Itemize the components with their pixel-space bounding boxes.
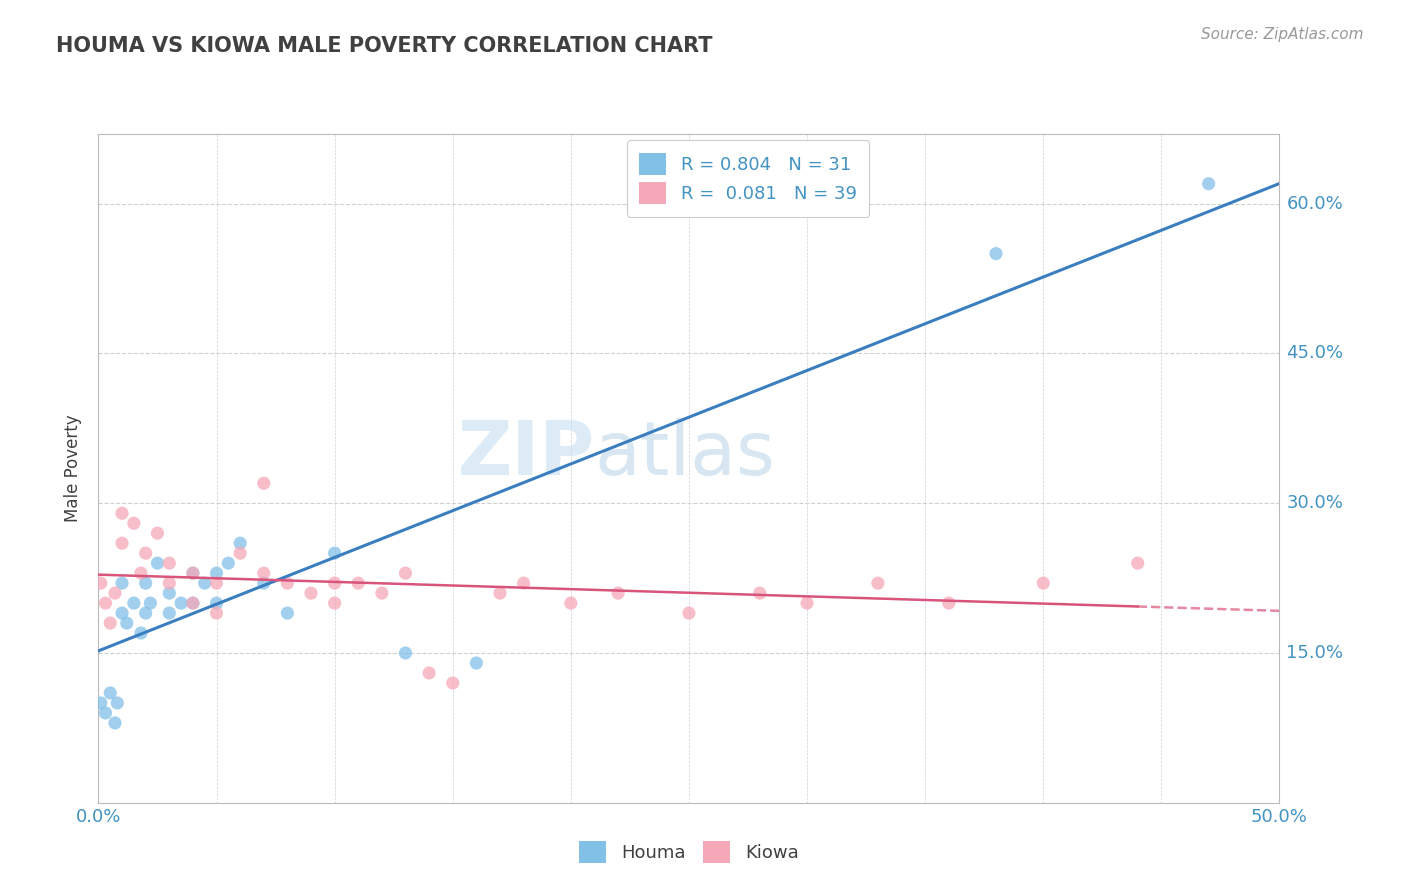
Text: 30.0%: 30.0% bbox=[1286, 494, 1343, 512]
Point bbox=[129, 566, 152, 581]
Point bbox=[129, 626, 152, 640]
Point bbox=[122, 596, 145, 610]
Point bbox=[157, 576, 180, 591]
Point bbox=[115, 616, 138, 631]
Point bbox=[1032, 576, 1054, 591]
Point bbox=[394, 646, 416, 660]
Point bbox=[94, 706, 117, 720]
Point bbox=[181, 566, 204, 581]
Point bbox=[1198, 177, 1220, 191]
Point bbox=[181, 566, 204, 581]
Point bbox=[441, 676, 464, 690]
Point bbox=[194, 576, 217, 591]
Point bbox=[796, 596, 818, 610]
Point bbox=[276, 576, 298, 591]
Point bbox=[748, 586, 770, 600]
Point bbox=[105, 696, 128, 710]
Legend: Houma, Kiowa: Houma, Kiowa bbox=[572, 834, 806, 871]
Point bbox=[465, 656, 488, 670]
Text: 60.0%: 60.0% bbox=[1286, 194, 1343, 212]
Point bbox=[90, 576, 112, 591]
Point bbox=[418, 665, 440, 680]
Point bbox=[111, 576, 134, 591]
Point bbox=[170, 596, 193, 610]
Point bbox=[111, 606, 134, 620]
Text: 45.0%: 45.0% bbox=[1286, 344, 1344, 362]
Point bbox=[253, 566, 276, 581]
Point bbox=[146, 526, 169, 541]
Text: ZIP: ZIP bbox=[457, 418, 595, 491]
Point bbox=[104, 715, 127, 730]
Point bbox=[217, 556, 239, 570]
Point bbox=[90, 696, 112, 710]
Point bbox=[111, 536, 134, 550]
Point bbox=[229, 546, 252, 560]
Point bbox=[157, 606, 180, 620]
Point bbox=[98, 616, 121, 631]
Text: atlas: atlas bbox=[595, 418, 776, 491]
Point bbox=[229, 536, 252, 550]
Point bbox=[866, 576, 889, 591]
Point bbox=[394, 566, 416, 581]
Point bbox=[323, 546, 346, 560]
Point bbox=[205, 596, 228, 610]
Point bbox=[489, 586, 512, 600]
Point bbox=[205, 606, 228, 620]
Text: 15.0%: 15.0% bbox=[1286, 644, 1344, 662]
Point bbox=[135, 576, 157, 591]
Point bbox=[938, 596, 960, 610]
Text: HOUMA VS KIOWA MALE POVERTY CORRELATION CHART: HOUMA VS KIOWA MALE POVERTY CORRELATION … bbox=[56, 36, 713, 55]
Point bbox=[146, 556, 169, 570]
Point bbox=[135, 606, 157, 620]
Point bbox=[347, 576, 370, 591]
Point bbox=[181, 596, 204, 610]
Point bbox=[276, 606, 298, 620]
Point bbox=[135, 546, 157, 560]
Point bbox=[253, 576, 276, 591]
Point bbox=[1126, 556, 1149, 570]
Y-axis label: Male Poverty: Male Poverty bbox=[65, 415, 83, 522]
Point bbox=[139, 596, 162, 610]
Point bbox=[157, 556, 180, 570]
Point bbox=[253, 476, 276, 491]
Point bbox=[607, 586, 630, 600]
Point bbox=[560, 596, 582, 610]
Point bbox=[98, 686, 121, 700]
Point bbox=[104, 586, 127, 600]
Point bbox=[678, 606, 700, 620]
Point bbox=[512, 576, 534, 591]
Point bbox=[205, 576, 228, 591]
Point bbox=[323, 576, 346, 591]
Point bbox=[181, 596, 204, 610]
Point bbox=[205, 566, 228, 581]
Point bbox=[122, 516, 145, 531]
Point bbox=[94, 596, 117, 610]
Point bbox=[157, 586, 180, 600]
Point bbox=[323, 596, 346, 610]
Point bbox=[299, 586, 322, 600]
Point bbox=[111, 506, 134, 520]
Point bbox=[984, 246, 1007, 260]
Text: Source: ZipAtlas.com: Source: ZipAtlas.com bbox=[1201, 27, 1364, 42]
Point bbox=[371, 586, 394, 600]
